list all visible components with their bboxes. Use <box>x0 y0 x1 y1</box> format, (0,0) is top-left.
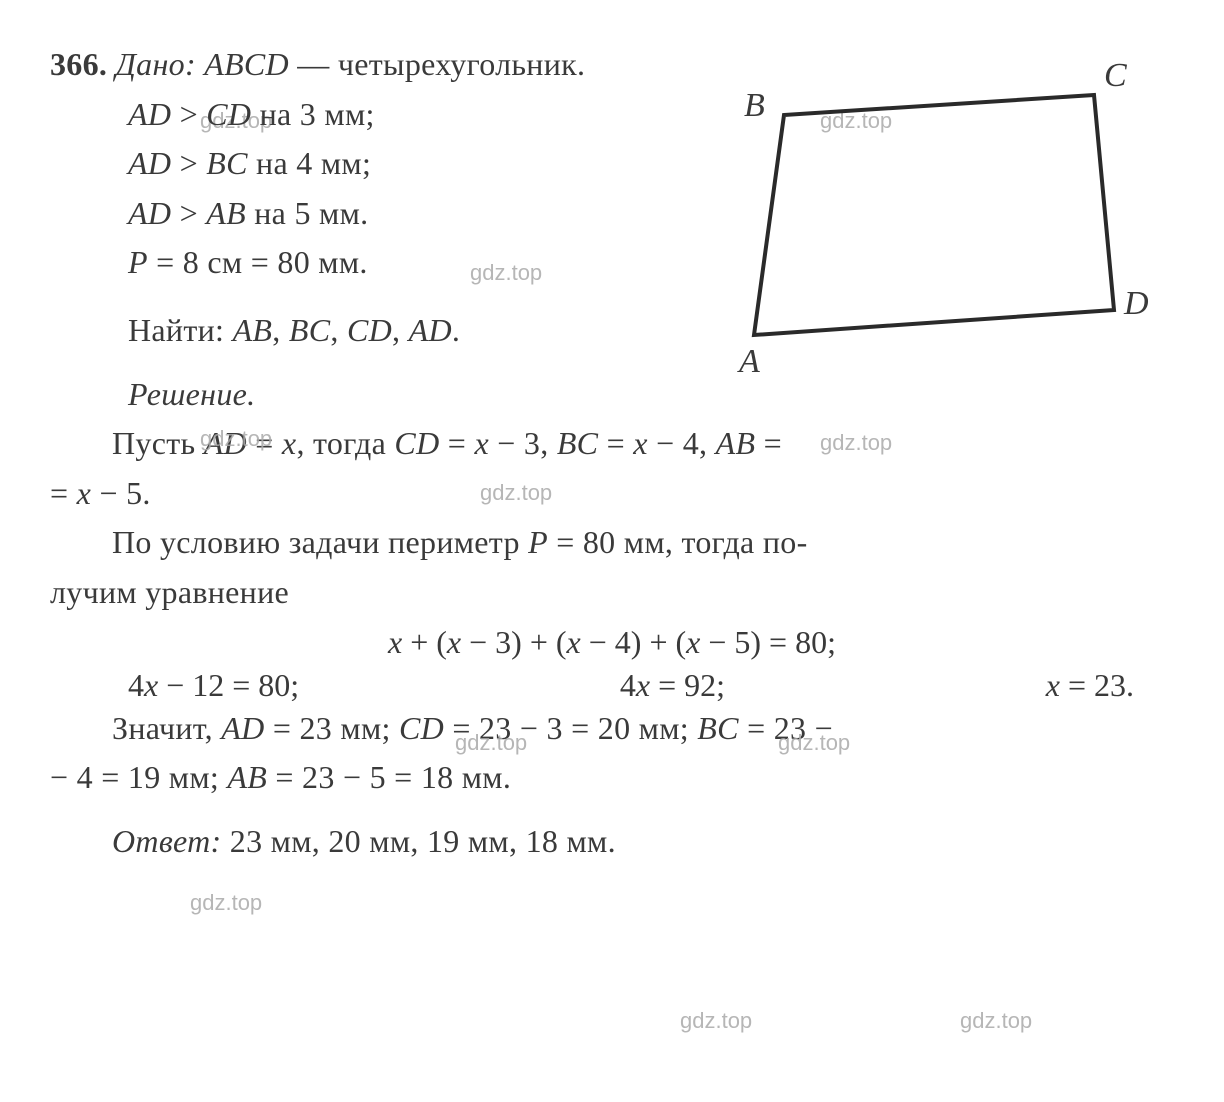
solution-line-2a: По условию задачи периметр P = 80 мм, то… <box>50 518 1174 568</box>
watermark: gdz.top <box>190 890 262 916</box>
page-container: gdz.top gdz.top gdz.top gdz.top gdz.top … <box>50 40 1174 866</box>
vertex-label-d: D <box>1124 285 1149 323</box>
vertex-label-a: A <box>739 343 760 381</box>
eq-part-2: 4x = 92; <box>620 667 725 704</box>
answer-line: Ответ: 23 мм, 20 мм, 19 мм, 18 мм. <box>50 817 1174 867</box>
given-section: 366. Дано: ABCD — четырехугольник. AD > … <box>50 40 1174 288</box>
solution-line-3a: Значит, AD = 23 мм; CD = 23 − 3 = 20 мм;… <box>50 704 1174 754</box>
solution-line-1a: Пусть AD = x, тогда CD = x − 3, BC = x −… <box>50 419 1174 469</box>
given-line-4: P = 8 см = 80 мм. <box>50 238 1174 288</box>
solution-line-1b: = x − 5. <box>50 469 1174 519</box>
given-line-2: AD > BC на 4 мм; <box>50 139 1174 189</box>
watermark: gdz.top <box>960 1008 1032 1034</box>
eq-part-1: 4x − 12 = 80; <box>128 667 299 704</box>
problem-number: 366. <box>50 46 107 82</box>
equation-main: x + (x − 3) + (x − 4) + (x − 5) = 80; <box>50 624 1174 661</box>
solution-line-3b: − 4 = 19 мм; AB = 23 − 5 = 18 мм. <box>50 753 1174 803</box>
eq-part-3: x = 23. <box>1046 667 1134 704</box>
given-header: 366. Дано: ABCD — четырехугольник. <box>50 40 1174 90</box>
given-label: Дано: <box>116 46 196 82</box>
watermark: gdz.top <box>680 1008 752 1034</box>
solution-line-2b: лучим уравнение <box>50 568 1174 618</box>
given-line-1: AD > CD на 3 мм; <box>50 90 1174 140</box>
answer-text: 23 мм, 20 мм, 19 мм, 18 мм. <box>230 823 616 859</box>
given-line-3: AD > AB на 5 мм. <box>50 189 1174 239</box>
answer-label: Ответ: <box>112 823 221 859</box>
equation-row: 4x − 12 = 80; 4x = 92; x = 23. <box>50 667 1174 704</box>
find-label: Найти: <box>128 312 224 348</box>
